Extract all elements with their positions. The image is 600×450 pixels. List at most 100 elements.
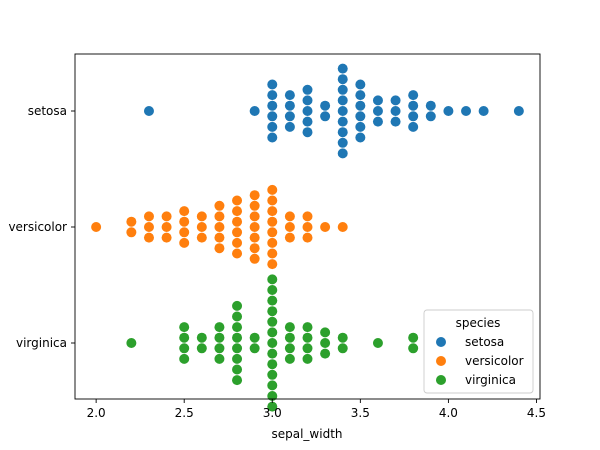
point-versicolor bbox=[267, 248, 278, 259]
point-virginica bbox=[320, 348, 331, 359]
point-virginica bbox=[179, 353, 190, 364]
point-setosa bbox=[390, 95, 401, 106]
point-versicolor bbox=[284, 211, 295, 222]
point-virginica bbox=[267, 327, 278, 338]
point-setosa bbox=[355, 132, 366, 143]
point-versicolor bbox=[214, 243, 225, 254]
point-setosa bbox=[337, 127, 348, 138]
point-virginica bbox=[408, 332, 419, 343]
point-virginica bbox=[232, 322, 243, 333]
point-setosa bbox=[408, 111, 419, 122]
legend: species setosa versicolor virginica bbox=[423, 309, 534, 394]
y-tick-label-setosa: setosa bbox=[28, 104, 67, 118]
point-versicolor bbox=[179, 206, 190, 217]
point-setosa bbox=[302, 116, 313, 127]
point-versicolor bbox=[267, 227, 278, 238]
point-virginica bbox=[267, 316, 278, 327]
point-virginica bbox=[214, 353, 225, 364]
legend-marker-setosa bbox=[436, 337, 446, 347]
point-setosa bbox=[355, 100, 366, 111]
point-virginica bbox=[232, 300, 243, 311]
point-versicolor bbox=[214, 211, 225, 222]
point-setosa bbox=[513, 106, 524, 116]
point-virginica bbox=[214, 322, 225, 333]
point-setosa bbox=[284, 111, 295, 122]
point-virginica bbox=[249, 332, 260, 343]
point-virginica bbox=[179, 322, 190, 333]
point-versicolor bbox=[214, 200, 225, 211]
point-versicolor bbox=[232, 206, 243, 217]
point-setosa bbox=[355, 90, 366, 101]
point-versicolor bbox=[232, 248, 243, 259]
point-virginica bbox=[320, 338, 331, 348]
point-virginica bbox=[302, 322, 313, 333]
point-setosa bbox=[337, 106, 348, 116]
point-setosa bbox=[408, 90, 419, 101]
point-setosa bbox=[408, 121, 419, 132]
x-tick-label: 2.0 bbox=[87, 406, 106, 420]
point-virginica bbox=[284, 322, 295, 333]
point-setosa bbox=[143, 106, 154, 116]
point-versicolor bbox=[249, 211, 260, 222]
point-setosa bbox=[461, 106, 472, 116]
point-setosa bbox=[337, 84, 348, 95]
point-virginica bbox=[267, 369, 278, 380]
point-setosa bbox=[478, 106, 489, 116]
legend-marker-versicolor bbox=[436, 356, 446, 366]
point-setosa bbox=[390, 116, 401, 127]
point-virginica bbox=[267, 401, 278, 412]
point-versicolor bbox=[249, 243, 260, 254]
point-virginica bbox=[337, 343, 348, 354]
point-setosa bbox=[372, 95, 383, 106]
point-virginica bbox=[196, 332, 207, 343]
legend-title: species bbox=[456, 316, 501, 330]
point-virginica bbox=[232, 332, 243, 343]
x-tick-label: 3.5 bbox=[351, 406, 370, 420]
point-setosa bbox=[302, 106, 313, 116]
point-versicolor bbox=[214, 232, 225, 243]
point-versicolor bbox=[267, 195, 278, 206]
point-setosa bbox=[267, 90, 278, 101]
point-setosa bbox=[337, 137, 348, 148]
point-versicolor bbox=[143, 211, 154, 222]
point-versicolor bbox=[161, 211, 172, 222]
point-setosa bbox=[337, 116, 348, 127]
point-virginica bbox=[196, 343, 207, 354]
point-setosa bbox=[267, 111, 278, 122]
point-versicolor bbox=[284, 222, 295, 232]
point-virginica bbox=[302, 343, 313, 354]
point-versicolor bbox=[143, 222, 154, 232]
point-setosa bbox=[267, 132, 278, 143]
point-virginica bbox=[267, 274, 278, 285]
point-setosa bbox=[408, 100, 419, 111]
point-virginica bbox=[214, 343, 225, 354]
point-virginica bbox=[267, 348, 278, 359]
point-setosa bbox=[320, 111, 331, 122]
point-versicolor bbox=[267, 216, 278, 227]
point-setosa bbox=[372, 106, 383, 116]
x-tick-label: 2.5 bbox=[175, 406, 194, 420]
point-virginica bbox=[179, 332, 190, 343]
point-setosa bbox=[355, 111, 366, 122]
point-setosa bbox=[355, 79, 366, 90]
legend-marker-virginica bbox=[436, 375, 446, 385]
point-versicolor bbox=[267, 237, 278, 248]
point-virginica bbox=[232, 375, 243, 386]
point-versicolor bbox=[232, 195, 243, 206]
point-virginica bbox=[232, 353, 243, 364]
point-versicolor bbox=[126, 216, 137, 227]
point-setosa bbox=[302, 127, 313, 138]
point-virginica bbox=[267, 359, 278, 370]
point-virginica bbox=[232, 343, 243, 354]
point-setosa bbox=[249, 106, 260, 116]
point-virginica bbox=[249, 343, 260, 354]
point-versicolor bbox=[179, 237, 190, 248]
point-setosa bbox=[372, 116, 383, 127]
point-versicolor bbox=[214, 222, 225, 232]
point-virginica bbox=[267, 285, 278, 295]
point-versicolor bbox=[302, 222, 313, 232]
point-setosa bbox=[267, 121, 278, 132]
point-versicolor bbox=[161, 222, 172, 232]
point-versicolor bbox=[196, 232, 207, 243]
point-setosa bbox=[284, 121, 295, 132]
